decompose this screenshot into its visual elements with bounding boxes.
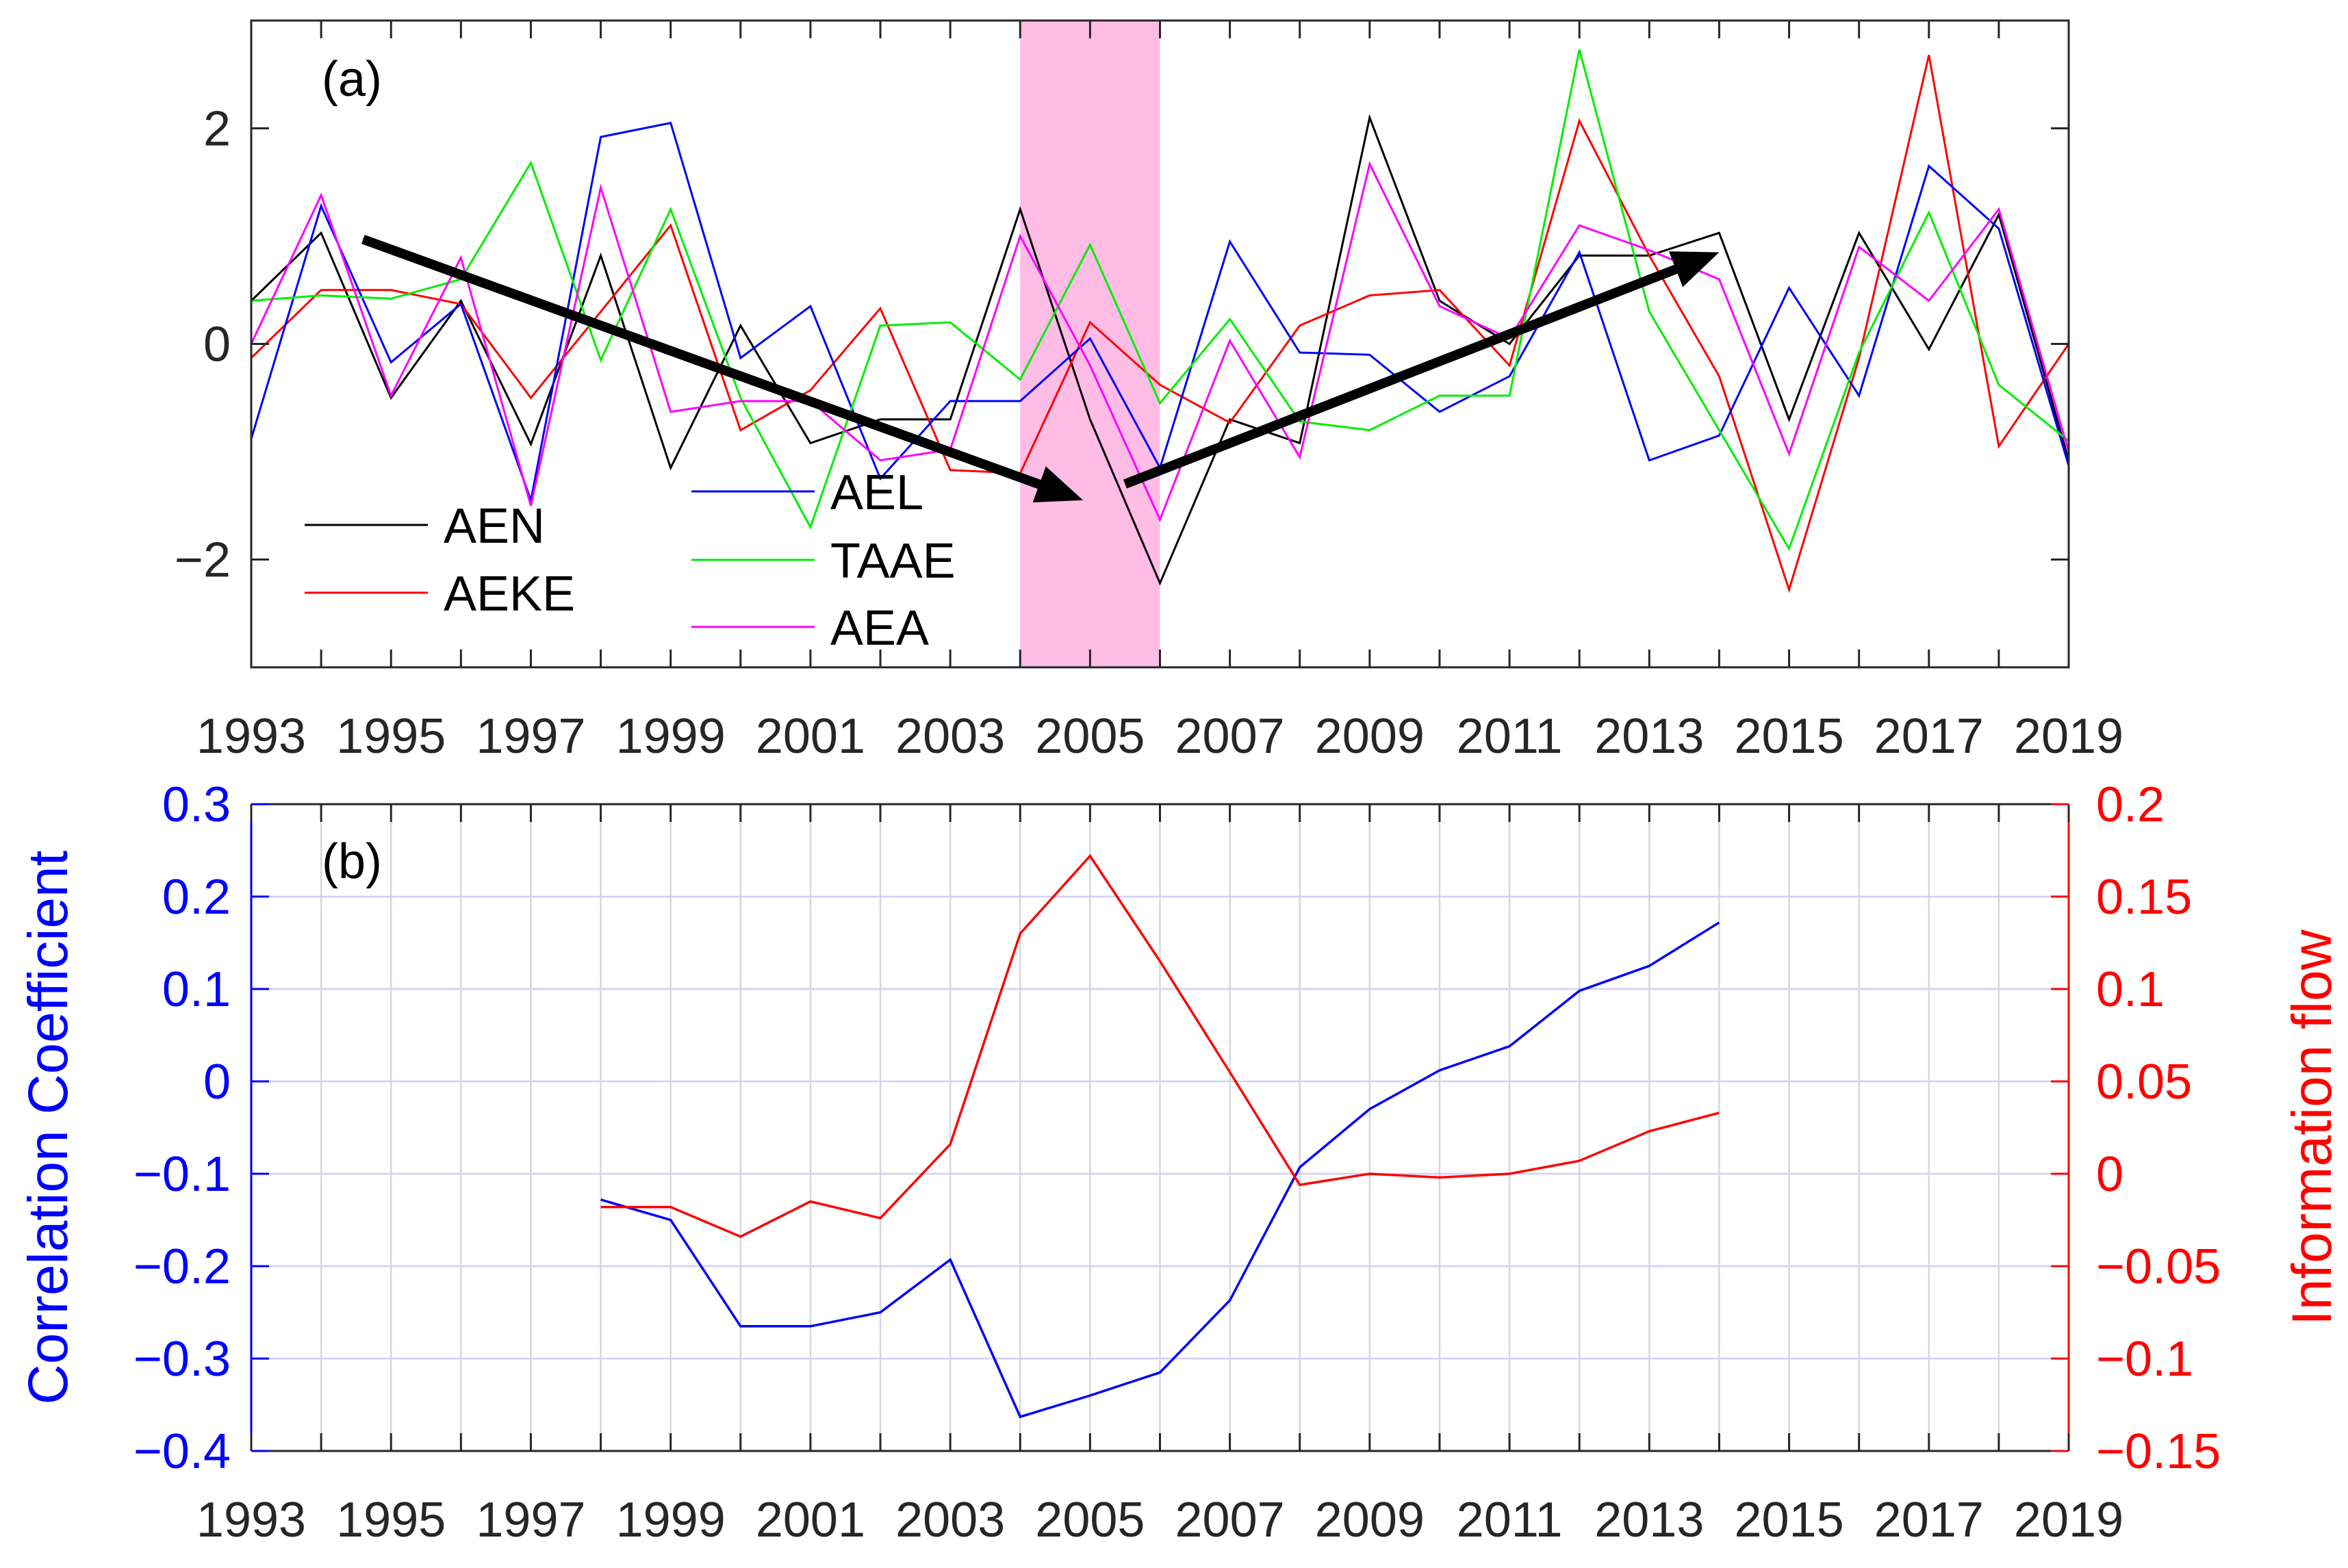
- trend-arrow-shaft-2: [1123, 264, 1678, 489]
- information-flow-line: [600, 853, 1720, 1238]
- x-tick-label: 2015: [1734, 709, 1843, 764]
- correlation-coefficient-line: [600, 921, 1720, 1419]
- legend-label-aea: AEA: [830, 601, 929, 656]
- y-tick-label: 0: [203, 318, 231, 372]
- x-tick-label: 2003: [895, 1493, 1005, 1547]
- x-tick-label: 1997: [476, 709, 585, 764]
- legend-label-ael: AEL: [830, 465, 923, 520]
- panel-a: 1993 1995 1997 1999 2001 2003 2005 2007 2009 2011…: [175, 19, 2123, 764]
- left-y-tick-label: −0.4: [133, 1424, 231, 1479]
- x-tick-label: 2005: [1035, 1493, 1145, 1547]
- panel-b: 1993 1995 1997 1999 2001 2003 2005 2007 2009 2011…: [17, 777, 2343, 1547]
- left-y-tick-label: −0.2: [133, 1239, 231, 1294]
- y-tick-label: −2: [175, 533, 231, 588]
- x-tick-label: 1997: [476, 1493, 585, 1547]
- x-tick-label: 1999: [616, 709, 726, 764]
- left-y-tick-label: 0: [203, 1055, 231, 1109]
- x-tick-label: 2011: [1457, 1493, 1563, 1547]
- x-tick-label: 1993: [196, 1493, 306, 1547]
- x-tick-label: 2009: [1315, 1493, 1425, 1547]
- y-tick-label: 2: [203, 102, 231, 157]
- x-tick-label: 2009: [1315, 709, 1425, 764]
- left-y-tick-label: −0.1: [133, 1147, 231, 1202]
- x-tick-label: 2007: [1175, 1493, 1285, 1547]
- right-y-tick-label: −0.05: [2096, 1239, 2221, 1294]
- left-y-tick-label: 0.3: [162, 777, 231, 832]
- right-y-tick-label: 0: [2096, 1147, 2123, 1202]
- x-tick-label: 2017: [1874, 1493, 1984, 1547]
- x-tick-label: 2003: [895, 709, 1005, 764]
- x-tick-label: 1999: [616, 1493, 726, 1547]
- x-tick-label: 1995: [336, 1493, 446, 1547]
- x-tick-label: 2019: [2014, 709, 2123, 764]
- highlight-span: [1020, 21, 1160, 667]
- panel-label-b: (b): [322, 834, 382, 889]
- x-tick-label: 2011: [1457, 709, 1563, 764]
- left-y-tick-label: 0.2: [162, 870, 231, 925]
- right-y-tick-label: 0.1: [2096, 962, 2165, 1017]
- x-tick-label: 2007: [1175, 709, 1285, 764]
- series-line-aea: [250, 161, 2070, 523]
- x-tick-label: 2019: [2014, 1493, 2123, 1547]
- trend-arrow-head-1: [1032, 466, 1084, 503]
- x-tick-label: 2005: [1035, 709, 1145, 764]
- right-y-tick-label: −0.1: [2096, 1332, 2193, 1387]
- legend-label-aen: AEN: [444, 499, 545, 554]
- right-y-tick-label: −0.15: [2096, 1424, 2221, 1479]
- x-tick-label: 2013: [1594, 709, 1704, 764]
- left-y-tick-label: −0.3: [133, 1332, 231, 1387]
- right-y-tick-label: 0.15: [2096, 870, 2192, 925]
- trend-arrow-head-2: [1668, 251, 1720, 287]
- left-y-axis-title: Correlation Coefficient: [17, 850, 79, 1404]
- x-tick-label: 2013: [1594, 1493, 1704, 1547]
- panel-label-a: (a): [322, 52, 382, 107]
- x-tick-label: 2015: [1734, 1493, 1843, 1547]
- x-tick-label: 2017: [1874, 709, 1984, 764]
- x-tick-label: 2001: [756, 1493, 865, 1547]
- x-tick-label: 1995: [336, 709, 446, 764]
- legend-label-taae: TAAE: [830, 534, 956, 589]
- right-y-tick-label: 0.05: [2096, 1055, 2192, 1109]
- right-y-axis-title: Information flow: [2281, 929, 2343, 1326]
- x-tick-label: 2001: [756, 709, 865, 764]
- series-line-taae: [251, 49, 2069, 552]
- x-tick-label: 1993: [196, 709, 306, 764]
- right-y-tick-label: 0.2: [2096, 777, 2165, 832]
- legend-label-aeke: AEKE: [444, 567, 575, 621]
- left-y-tick-label: 0.1: [162, 962, 231, 1017]
- series-line-aeke: [250, 55, 2070, 593]
- trend-arrow-shaft-1: [361, 235, 1041, 489]
